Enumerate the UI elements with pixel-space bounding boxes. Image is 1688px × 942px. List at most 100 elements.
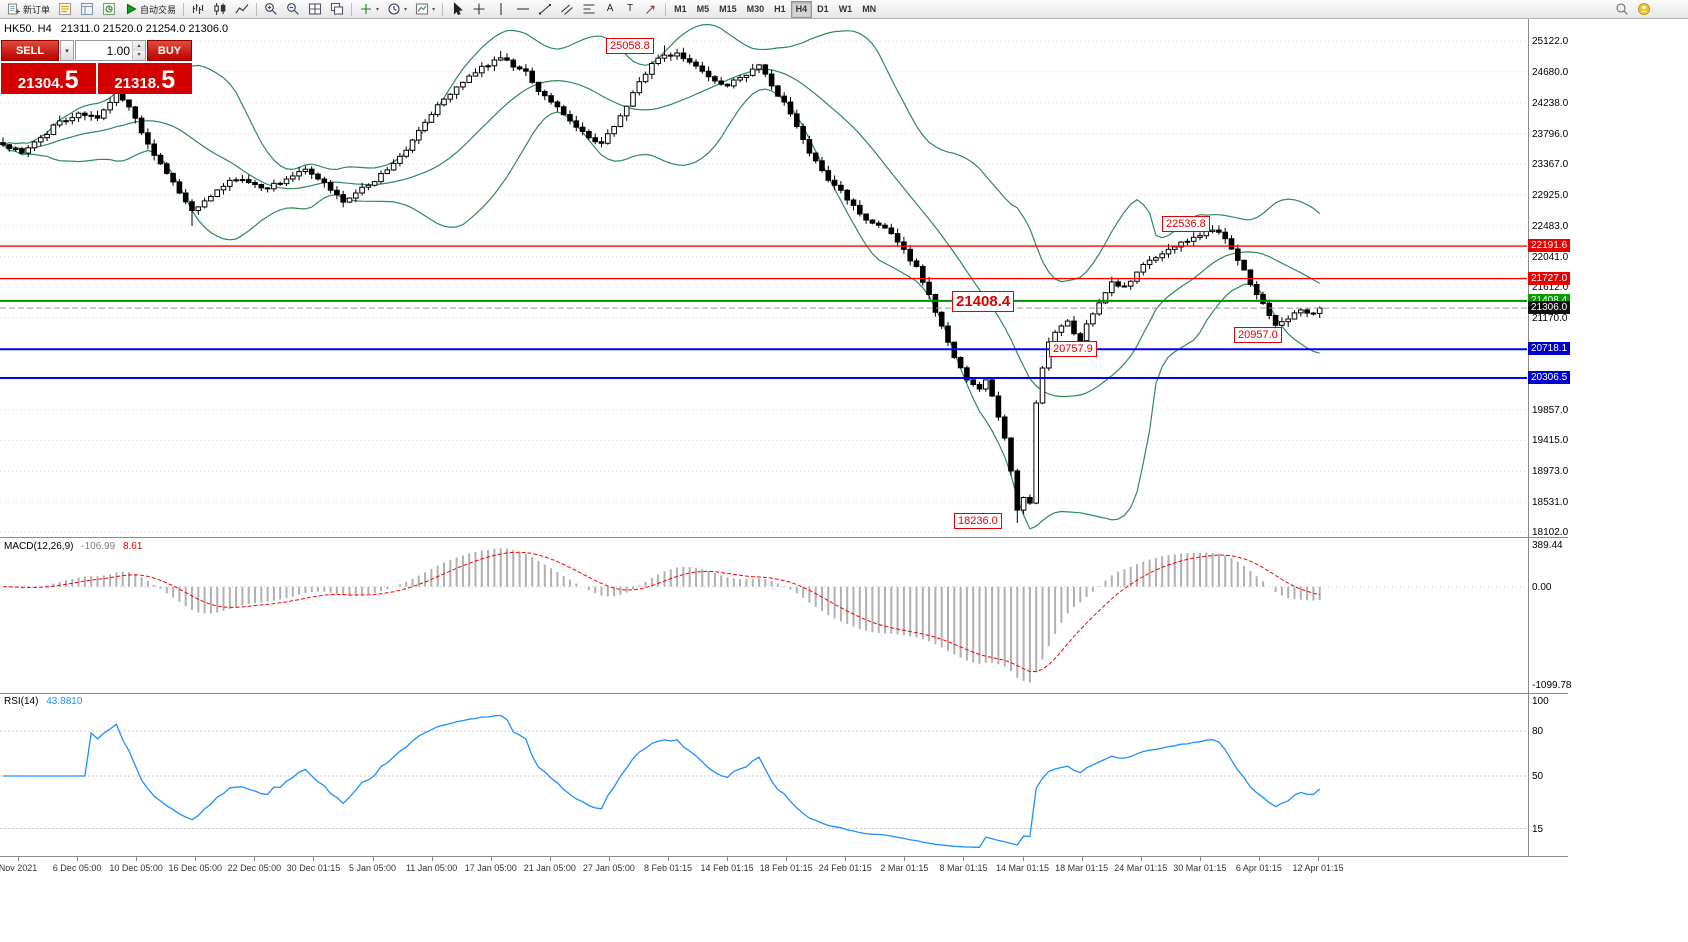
volume-increase-button[interactable]: ▴	[133, 41, 145, 51]
price-axis[interactable]: 25122.0 24680.0 24238.0 23796.0 23367.0 22925…	[1528, 0, 1591, 880]
crosshair-tool-button[interactable]	[468, 1, 490, 18]
time-axis-label: 16 Dec 05:00	[168, 863, 223, 873]
trendline-icon	[539, 4, 552, 15]
zoom-out-button[interactable]	[282, 1, 304, 18]
chevron-down-icon: ▾	[404, 6, 408, 13]
volume-field-wrap: ▴ ▾	[75, 40, 146, 61]
timeframe-button[interactable]: D1	[812, 1, 834, 18]
timeframe-button[interactable]: M30	[742, 1, 770, 18]
rsi-axis-tick: 50	[1532, 771, 1544, 782]
new-order-icon	[7, 3, 20, 15]
time-axis-tickmark	[1081, 857, 1083, 861]
horizontal-line-tool-button[interactable]	[512, 1, 534, 18]
time-axis[interactable]: Nov 2021 6 Dec 05:00 10 Dec 05:00 16 Dec 05…	[0, 856, 1568, 880]
text-label-tool-button[interactable]: T	[620, 1, 640, 18]
search-button[interactable]	[1611, 1, 1633, 18]
price-axis-separator	[1528, 18, 1529, 856]
time-axis-tickmark	[372, 857, 374, 861]
vertical-line-tool-button[interactable]	[490, 1, 512, 18]
zoom-in-icon	[265, 3, 277, 15]
volume-input[interactable]	[76, 41, 145, 60]
timeframe-button[interactable]: M15	[714, 1, 742, 18]
timeframe-button[interactable]: MN	[857, 1, 881, 18]
buy-button[interactable]: BUY	[147, 40, 192, 61]
time-axis-tickmark	[313, 857, 315, 861]
price-tag: 21727.0	[1528, 271, 1571, 285]
timeframe-button[interactable]: H4	[790, 0, 813, 18]
arrows-tool-button[interactable]	[640, 1, 662, 18]
channel-icon	[561, 4, 573, 15]
macd-axis-zero: 0.00	[1532, 581, 1552, 593]
time-axis-tickmark	[727, 857, 729, 861]
time-axis-label: 24 Mar 01:15	[1114, 863, 1168, 873]
tile-windows-button[interactable]	[304, 1, 326, 18]
line-chart-button[interactable]	[231, 1, 253, 18]
price-axis-tick: 22925.0	[1532, 189, 1569, 201]
periods-button[interactable]: ▾	[383, 1, 411, 18]
horizontal-line-icon	[517, 8, 530, 10]
indicators-button[interactable]: ▾	[355, 1, 383, 18]
time-axis-tickmark	[77, 857, 79, 861]
time-axis-label: 10 Dec 05:00	[109, 863, 163, 873]
toolbar-separator	[256, 2, 258, 16]
timeframe-button[interactable]: M1	[669, 1, 692, 18]
fibonacci-icon	[583, 4, 595, 14]
price-axis-tick: 18102.0	[1532, 527, 1569, 539]
volume-decrease-button[interactable]: ▾	[133, 50, 145, 60]
buy-price-display[interactable]: 21318. 5	[97, 63, 192, 94]
fibonacci-tool-button[interactable]	[578, 1, 600, 18]
autotrading-label: 自动交易	[140, 4, 177, 15]
price-chart-pane[interactable]	[0, 18, 1527, 536]
templates-button[interactable]: ▾	[411, 1, 439, 18]
macd-axis-min: -1099.78	[1532, 680, 1572, 691]
trendline-tool-button[interactable]	[534, 1, 556, 18]
sell-price-display[interactable]: 21304. 5	[1, 63, 96, 94]
market-watch-button[interactable]	[54, 1, 76, 18]
text-tool-button[interactable]: A	[600, 1, 620, 18]
macd-main-value: -106.99	[81, 541, 116, 552]
time-axis-label: 11 Jan 05:00	[405, 863, 458, 873]
one-click-trading-panel: SELL ▾ ▴ ▾ BUY 21304.5 21318.5	[1, 40, 192, 94]
toolbar-separator	[351, 2, 353, 16]
community-button[interactable]	[1633, 1, 1655, 18]
data-window-button[interactable]	[76, 1, 98, 18]
price-axis-tick: 21170.0	[1532, 312, 1568, 324]
zoom-in-button[interactable]	[260, 1, 282, 18]
cascade-windows-button[interactable]	[326, 1, 348, 18]
time-axis-tickmark	[254, 857, 256, 861]
timeframe-button[interactable]: W1	[834, 1, 858, 18]
pane-separator[interactable]	[0, 693, 1568, 694]
tile-windows-icon	[308, 3, 322, 15]
macd-pane[interactable]	[0, 539, 1527, 692]
navigator-button[interactable]	[98, 1, 120, 18]
channel-tool-button[interactable]	[556, 1, 578, 18]
timeframe-button[interactable]: H1	[769, 1, 791, 18]
rsi-pane[interactable]	[0, 694, 1527, 856]
new-order-button[interactable]: 新订单	[3, 1, 54, 18]
bar-chart-icon	[192, 4, 204, 14]
horizontal-level-lines[interactable]	[0, 245, 1527, 380]
macd-histogram	[8, 548, 1321, 683]
chart-symbol-period: HK50. H4	[4, 23, 52, 35]
candlestick-chart-button[interactable]	[209, 1, 231, 18]
volume-preset-dropdown-button[interactable]: ▾	[60, 40, 74, 61]
cursor-tool-button[interactable]	[446, 1, 468, 18]
pane-separator[interactable]	[0, 537, 1568, 538]
bollinger-bands	[2, 23, 1321, 530]
macd-signal-line	[2, 551, 1320, 673]
chart-ohlc-values: 21311.0 21520.0 21254.0 21306.0	[60, 23, 229, 35]
sell-button[interactable]: SELL	[1, 40, 59, 61]
macd-label-row: MACD(12,26,9) -106.99 8.61	[4, 541, 142, 552]
timeframe-button[interactable]: M5	[692, 1, 715, 18]
buy-price-big-digit: 5	[161, 66, 176, 94]
price-tag: 22191.6	[1528, 239, 1571, 253]
rsi-value: 43.8810	[46, 696, 83, 707]
cascade-windows-icon	[330, 2, 344, 15]
bar-chart-button[interactable]	[187, 1, 209, 18]
line-chart-icon	[235, 4, 249, 14]
chart-header: HK50. H4 21311.0 21520.0 21254.0 21306.0	[4, 23, 228, 35]
time-axis-label: 12 Apr 01:15	[1292, 863, 1344, 873]
price-axis-tick: 23796.0	[1532, 128, 1569, 140]
autotrading-button[interactable]: 自动交易	[120, 1, 180, 18]
